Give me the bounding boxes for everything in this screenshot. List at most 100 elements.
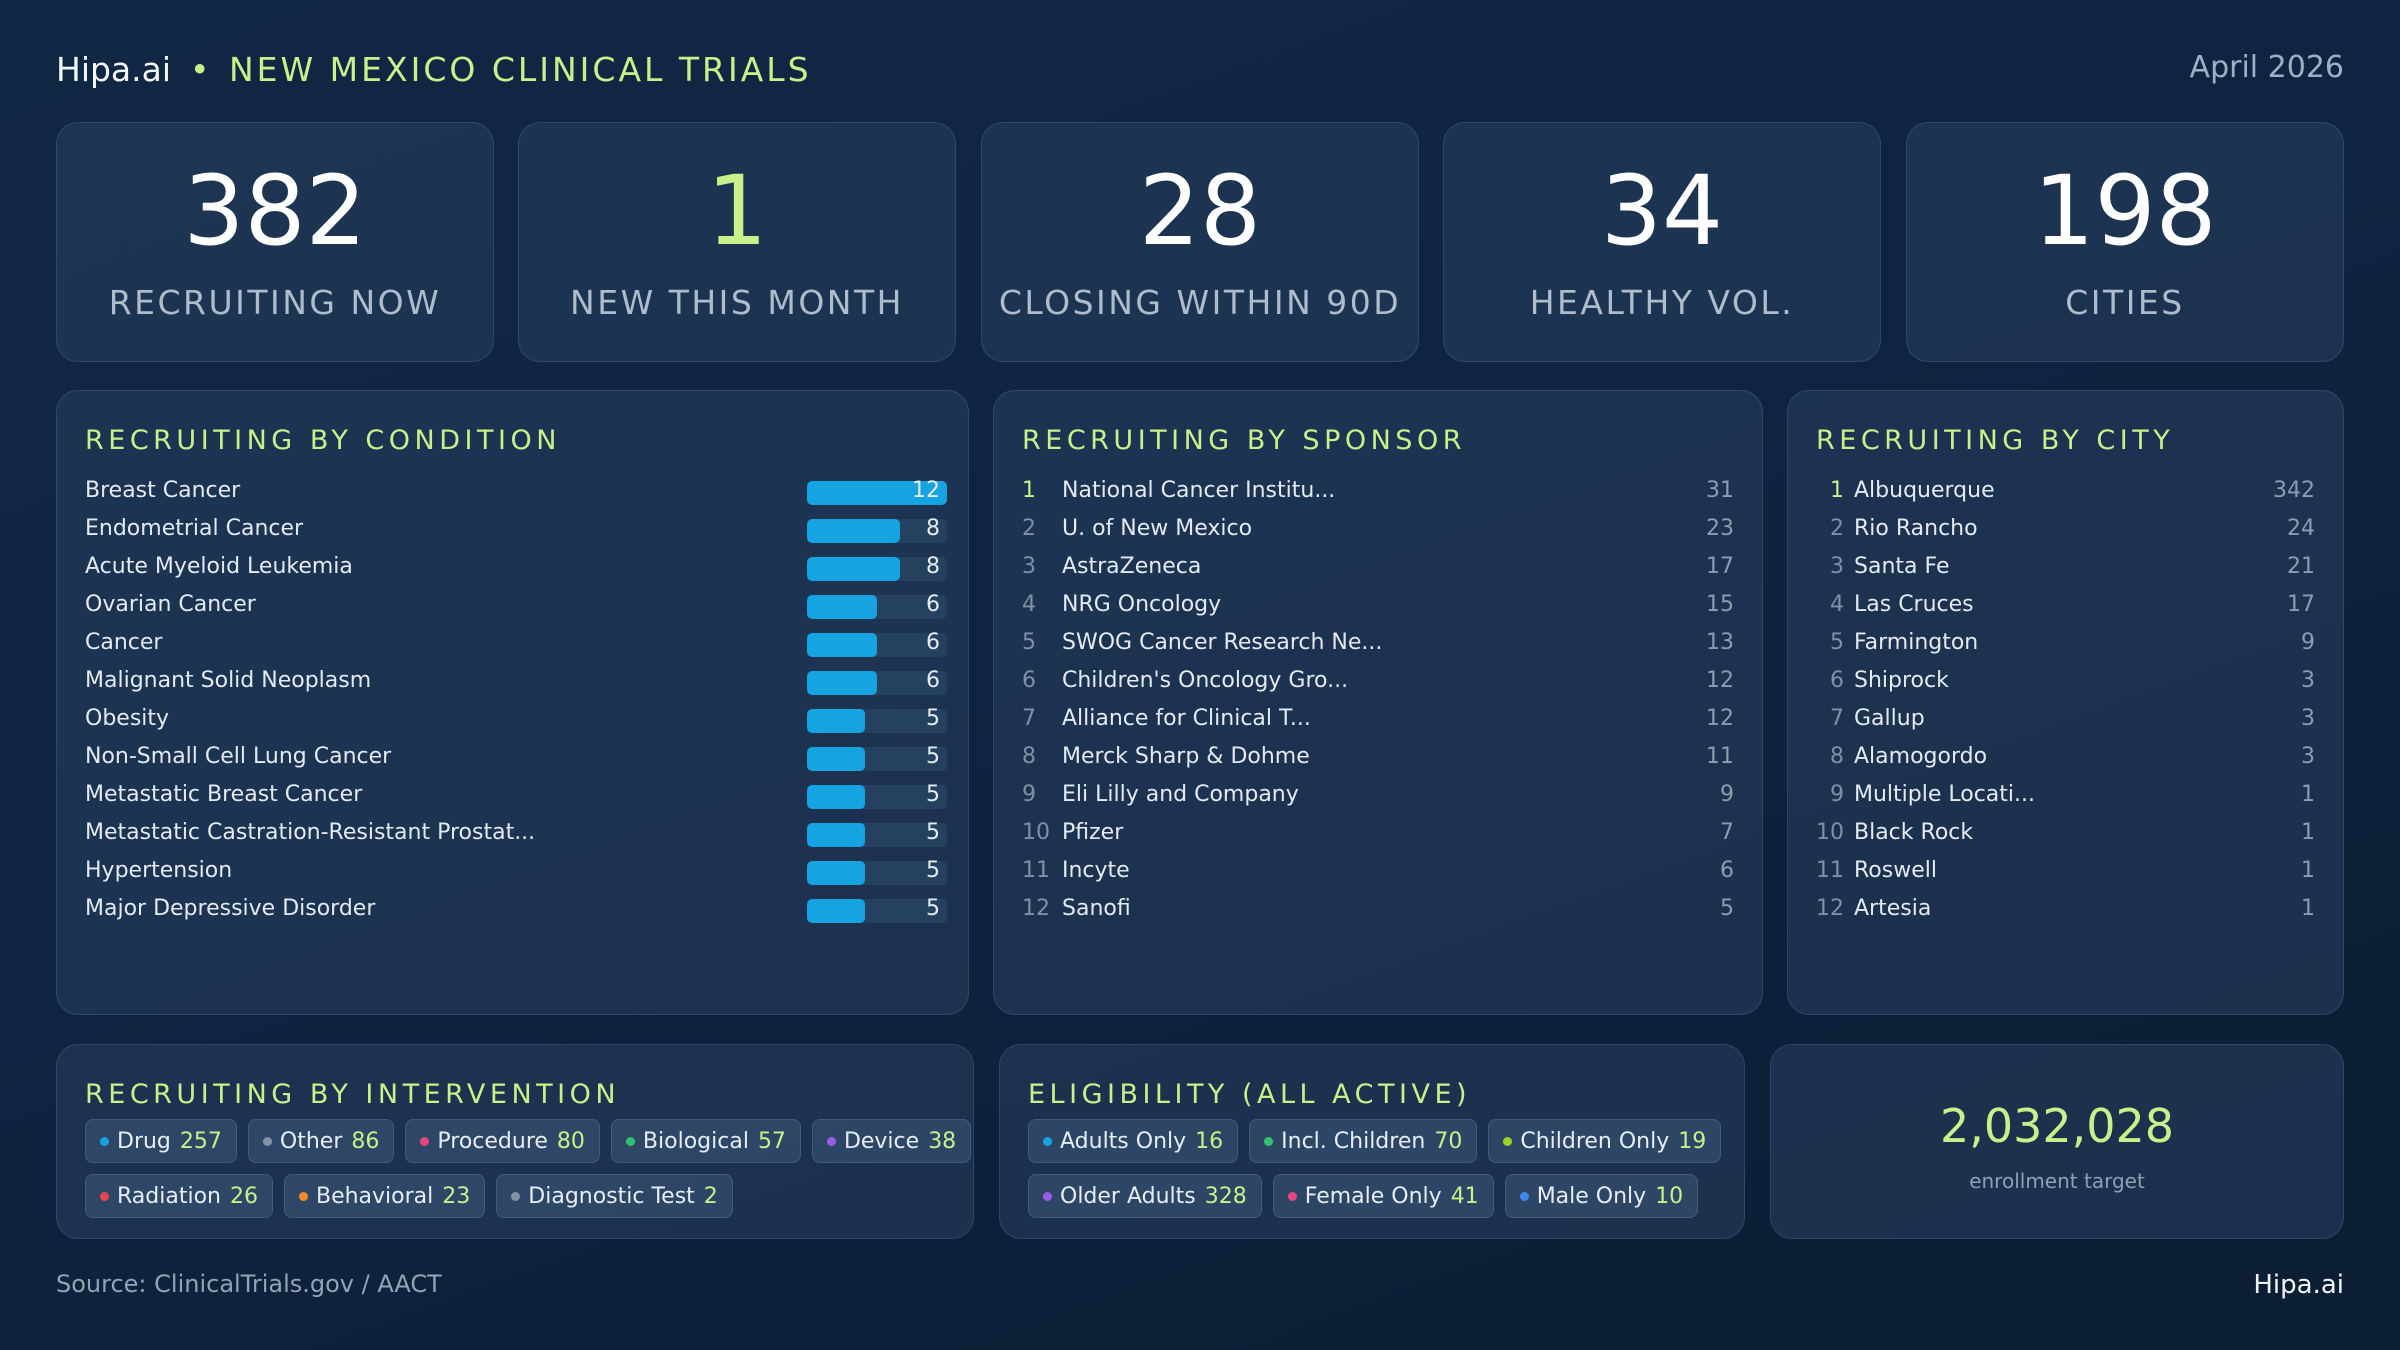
item-count: 15 xyxy=(1706,592,1734,617)
kpi-value: 34 xyxy=(1600,155,1724,267)
chip-count: 257 xyxy=(179,1128,222,1154)
item-name: Incyte xyxy=(1062,858,1130,883)
rank-number: 4 xyxy=(1022,592,1036,617)
item-count: 3 xyxy=(2301,744,2315,769)
condition-name: Malignant Solid Neoplasm xyxy=(85,668,372,693)
bar-fill xyxy=(807,519,901,543)
condition-count: 6 xyxy=(926,592,940,617)
kpi-value: 198 xyxy=(2033,155,2217,267)
bar-fill xyxy=(807,633,877,657)
filter-chip: Other 86 xyxy=(247,1119,395,1163)
filter-chip: Behavioral 23 xyxy=(283,1174,486,1218)
section-title: RECRUITING BY CONDITION xyxy=(85,425,561,456)
item-name: Alliance for Clinical T... xyxy=(1062,706,1311,731)
color-dot-icon xyxy=(262,1136,272,1146)
item-name: Shiprock xyxy=(1854,668,1949,693)
list-item: Malignant Solid Neoplasm 6 xyxy=(85,664,947,702)
condition-count: 5 xyxy=(926,706,940,731)
chip-count: 38 xyxy=(928,1128,957,1154)
list-item: 9 Multiple Locati... 1 xyxy=(1816,778,2315,816)
chip-label: Older Adults xyxy=(1060,1183,1196,1209)
color-dot-icon xyxy=(625,1136,635,1146)
list-item: Non-Small Cell Lung Cancer 5 xyxy=(85,740,947,778)
item-count: 3 xyxy=(2301,706,2315,731)
bar-track xyxy=(807,481,947,505)
bar-track xyxy=(807,785,947,809)
condition-count: 12 xyxy=(912,478,940,503)
bar-track xyxy=(807,595,947,619)
header: Hipa.ai • NEW MEXICO CLINICAL TRIALS Apr… xyxy=(56,50,2344,96)
kpi-label: CITIES xyxy=(2065,283,2185,322)
kpi-label: HEALTHY VOL. xyxy=(1529,283,1795,322)
item-count: 342 xyxy=(2273,478,2315,503)
rank-number: 10 xyxy=(1816,820,1844,845)
condition-name: Ovarian Cancer xyxy=(85,592,256,617)
color-dot-icon xyxy=(100,1136,109,1146)
eligibility-chips: Adults Only 16 Incl. Children 70 Children On… xyxy=(1028,1119,1724,1229)
item-name: Eli Lilly and Company xyxy=(1062,782,1299,807)
rank-number: 7 xyxy=(1830,706,1844,731)
separator-dot: • xyxy=(190,50,210,89)
item-count: 7 xyxy=(1720,820,1734,845)
color-dot-icon xyxy=(100,1191,109,1201)
list-item: 3 Santa Fe 21 xyxy=(1816,550,2315,588)
kpi-card-new-this-month: 1 NEW THIS MONTH xyxy=(518,122,956,362)
chip-count: 86 xyxy=(351,1128,380,1154)
section-title: RECRUITING BY SPONSOR xyxy=(1022,425,1466,456)
city-panel: RECRUITING BY CITY 1 Albuquerque 342 2 Rio R… xyxy=(1787,390,2344,1015)
list-item: 8 Alamogordo 3 xyxy=(1816,740,2315,778)
chip-row: Adults Only 16 Incl. Children 70 Children On… xyxy=(1028,1119,1724,1163)
item-name: Multiple Locati... xyxy=(1854,782,2036,807)
rank-number: 3 xyxy=(1830,554,1844,579)
rank-number: 8 xyxy=(1022,744,1036,769)
condition-name: Metastatic Castration-Resistant Prostat.… xyxy=(85,820,536,845)
chip-count: 23 xyxy=(442,1183,471,1209)
condition-count: 5 xyxy=(926,744,940,769)
rank-number: 12 xyxy=(1022,896,1050,921)
rank-number: 11 xyxy=(1022,858,1050,883)
chip-label: Children Only xyxy=(1520,1128,1670,1154)
list-item: Major Depressive Disorder 5 xyxy=(85,892,947,930)
brand-logo-text: Hipa.ai xyxy=(56,50,172,89)
list-item: Cancer 6 xyxy=(85,626,947,664)
filter-chip: Incl. Children 70 xyxy=(1249,1119,1478,1163)
chip-count: 26 xyxy=(229,1183,258,1209)
list-item: Metastatic Breast Cancer 5 xyxy=(85,778,947,816)
condition-count: 8 xyxy=(926,516,940,541)
list-item: 8 Merck Sharp & Dohme 11 xyxy=(1022,740,1734,778)
color-dot-icon xyxy=(1503,1136,1513,1146)
rank-number: 8 xyxy=(1830,744,1844,769)
list-item: Ovarian Cancer 6 xyxy=(85,588,947,626)
item-name: Black Rock xyxy=(1854,820,1974,845)
bar-track xyxy=(807,557,947,581)
item-name: NRG Oncology xyxy=(1062,592,1222,617)
item-name: U. of New Mexico xyxy=(1062,516,1253,541)
rank-number: 1 xyxy=(1022,478,1036,503)
item-count: 13 xyxy=(1706,630,1734,655)
bar-fill xyxy=(807,595,877,619)
chip-label: Procedure xyxy=(437,1128,548,1154)
item-name: Sanofi xyxy=(1062,896,1131,921)
chip-count: 41 xyxy=(1450,1183,1479,1209)
list-item: Breast Cancer 12 xyxy=(85,474,947,512)
list-item: 6 Shiprock 3 xyxy=(1816,664,2315,702)
list-item: 7 Gallup 3 xyxy=(1816,702,2315,740)
list-item: Acute Myeloid Leukemia 8 xyxy=(85,550,947,588)
enrollment-value: 2,032,028 xyxy=(1939,1099,2175,1153)
chip-label: Incl. Children xyxy=(1281,1128,1426,1154)
filter-chip: Female Only 41 xyxy=(1272,1174,1494,1218)
item-count: 17 xyxy=(1706,554,1734,579)
filter-chip: Adults Only 16 xyxy=(1028,1119,1239,1163)
kpi-card-closing-within-90d: 28 CLOSING WITHIN 90D xyxy=(981,122,1419,362)
color-dot-icon xyxy=(1519,1191,1529,1201)
condition-name: Major Depressive Disorder xyxy=(85,896,376,921)
chip-label: Behavioral xyxy=(315,1183,434,1209)
kpi-label: NEW THIS MONTH xyxy=(570,283,904,322)
rank-number: 3 xyxy=(1022,554,1036,579)
item-name: Alamogordo xyxy=(1854,744,1988,769)
chip-row: Drug 257 Other 86 Procedure 80 Biological 57 Dev… xyxy=(85,1119,972,1163)
section-title: RECRUITING BY INTERVENTION xyxy=(85,1079,621,1110)
list-item: 10 Black Rock 1 xyxy=(1816,816,2315,854)
filter-chip: Radiation 26 xyxy=(85,1174,273,1218)
chip-label: Other xyxy=(279,1128,343,1154)
